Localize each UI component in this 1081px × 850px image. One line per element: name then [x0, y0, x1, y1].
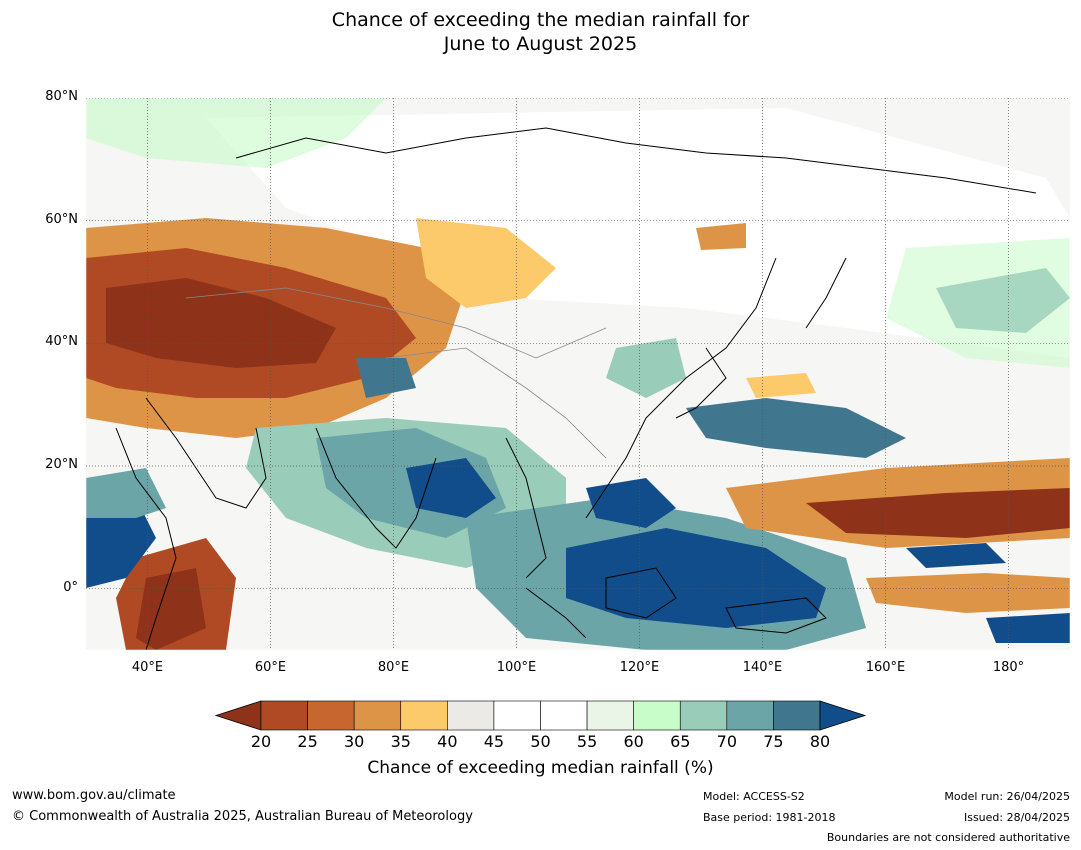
colorbar-tick-label: 55 — [576, 732, 598, 751]
region-pacific-south-orange — [866, 573, 1070, 613]
longitude-label: 140°E — [742, 660, 783, 675]
longitude-label: 80°E — [377, 660, 410, 675]
footer-issued: Issued: 28/04/2025 — [963, 811, 1070, 824]
longitude-label: 160°E — [865, 660, 906, 675]
latitude-label: 40°N — [45, 334, 78, 350]
footer-website: www.bom.gov.au/climate — [12, 788, 176, 803]
graticule — [86, 98, 1070, 650]
region-northpacific-teal — [936, 268, 1070, 333]
region-nwpacific-blue — [686, 398, 906, 458]
coastline-arabia — [145, 397, 267, 509]
coastlines — [115, 127, 1037, 650]
colorbar-tick-label: 40 — [437, 732, 458, 751]
coastline-sumatra — [525, 587, 587, 639]
border-china — [385, 347, 607, 459]
colorbar-bin — [726, 700, 774, 731]
region-pacific-south-blue — [986, 613, 1070, 643]
longitude-label: 120°E — [619, 660, 660, 675]
latitude-label: 60°N — [45, 211, 78, 227]
colorbar-bin — [400, 700, 448, 731]
colorbar-bin — [260, 700, 308, 731]
longitude-label: 60°E — [254, 660, 287, 675]
rainfall-map — [86, 98, 1070, 650]
colorbar-tick-label: 25 — [297, 732, 318, 751]
title-line-1: Chance of exceeding the median rainfall … — [331, 9, 750, 31]
coastline-africa — [115, 427, 177, 650]
colorbar-title: Chance of exceeding median rainfall (%) — [367, 758, 714, 778]
region-japan-teal — [606, 338, 686, 398]
region-africa-teal — [86, 468, 166, 518]
colorbar-bin — [307, 700, 355, 731]
colorbar-tick-label: 30 — [343, 732, 365, 751]
colorbar-tick-label: 50 — [530, 732, 551, 751]
colorbar-bin — [493, 700, 541, 731]
colorbar-bin — [679, 700, 728, 731]
colorbar-tick-label: 45 — [483, 732, 505, 751]
coastline-arctic — [235, 127, 1037, 194]
colorbar-tick-label: 70 — [716, 732, 737, 751]
colorbar-low-arrow — [214, 700, 262, 731]
longitude-label: 180° — [992, 660, 1025, 675]
title-line-2: June to August 2025 — [443, 33, 638, 55]
region-siberia-neutral — [206, 108, 1070, 358]
latitude-label: 20°N — [45, 457, 78, 472]
region-pacific-blue-patch — [906, 543, 1006, 568]
colorbar-bin — [447, 700, 495, 731]
footer-base-period: Base period: 1981-2018 — [703, 811, 836, 824]
colorbar-bin — [633, 700, 681, 731]
coastline-asia-east — [585, 257, 777, 519]
region-centralasia-core — [106, 278, 336, 368]
colorbar-tick-label: 65 — [670, 732, 691, 751]
region-himalaya-blue — [356, 358, 416, 398]
borders — [185, 287, 607, 459]
coastline-india — [315, 427, 437, 549]
coastline-newguinea — [725, 597, 827, 634]
colorbar-bin — [773, 700, 821, 731]
footer-copyright: © Commonwealth of Australia 2025, Austra… — [12, 809, 473, 824]
colorbar-bin — [353, 700, 402, 731]
latitude-label: 80°N — [45, 89, 78, 104]
colorbar-tick-label: 60 — [623, 732, 644, 751]
latitude-label: 0° — [63, 579, 78, 595]
colorbar-bin — [540, 700, 588, 731]
longitude-label: 100°E — [496, 660, 537, 675]
region-siberia-orange-patch — [696, 223, 746, 250]
coastline-japan — [675, 347, 727, 419]
coastline-seasia — [505, 437, 547, 579]
region-bengal-blue — [406, 458, 496, 518]
colorbar-tick-label: 20 — [250, 732, 272, 751]
colorbar-bin — [586, 700, 634, 731]
colorbar-tick-label: 80 — [809, 732, 831, 751]
coastline-kamchatka — [805, 257, 847, 329]
colorbar-high-arrow — [819, 700, 867, 731]
region-philippines-blue — [586, 478, 676, 528]
footer-boundaries-note: Boundaries are not considered authoritat… — [826, 831, 1070, 844]
region-maritime-blue — [566, 528, 826, 628]
longitude-label: 40°E — [131, 660, 164, 675]
colorbar-tick-label: 35 — [390, 732, 411, 751]
region-mongolia-yellow — [416, 218, 556, 308]
colorbar-tick-label: 75 — [763, 732, 784, 751]
footer-model-run: Model run: 26/04/2025 — [944, 790, 1070, 803]
region-north-green — [86, 98, 386, 168]
footer-model: Model: ACCESS-S2 — [703, 790, 805, 803]
region-nwpacific-yellow — [746, 373, 816, 398]
map-title: Chance of exceeding the median rainfall … — [0, 8, 1081, 56]
region-pacific-band-core — [806, 488, 1070, 538]
region-africa-blue — [86, 498, 156, 588]
coastline-borneo — [605, 567, 677, 619]
border-central-asia — [185, 287, 607, 359]
